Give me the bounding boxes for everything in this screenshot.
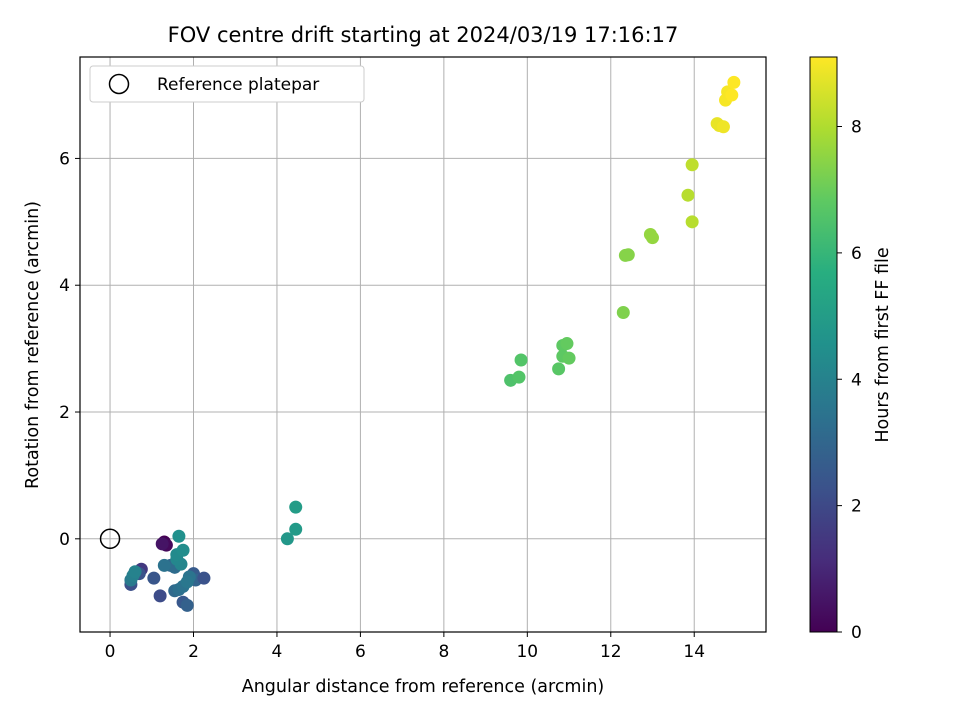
reference-point-marker bbox=[99, 528, 121, 550]
legend-label-reference: Reference platepar bbox=[157, 75, 319, 95]
data-point bbox=[153, 589, 167, 603]
colorbar-ticks: 0 2 4 6 8 bbox=[837, 118, 862, 643]
plot-frame bbox=[79, 56, 767, 633]
colorbar-tick-label: 6 bbox=[851, 244, 862, 264]
data-point bbox=[685, 215, 699, 229]
data-points bbox=[99, 75, 741, 612]
y-tick-label: 2 bbox=[59, 403, 70, 423]
colorbar: 0 2 4 6 8 Hours from first FF file bbox=[809, 56, 893, 643]
data-point bbox=[180, 598, 194, 612]
data-point bbox=[685, 158, 699, 172]
data-point bbox=[727, 75, 741, 89]
x-axis-ticks: 0 2 4 6 8 10 12 14 bbox=[105, 632, 705, 662]
data-point bbox=[176, 543, 190, 557]
data-point bbox=[157, 558, 171, 572]
colorbar-tick-label: 0 bbox=[851, 623, 862, 643]
x-tick-label: 10 bbox=[516, 642, 538, 662]
data-point bbox=[289, 522, 303, 536]
x-tick-label: 6 bbox=[355, 642, 366, 662]
colorbar-label: Hours from first FF file bbox=[873, 247, 893, 442]
data-point bbox=[621, 248, 635, 262]
data-point bbox=[289, 500, 303, 514]
data-point bbox=[681, 188, 695, 202]
colorbar-tick-label: 8 bbox=[851, 118, 862, 138]
data-point bbox=[128, 565, 142, 579]
x-tick-label: 0 bbox=[105, 642, 116, 662]
colorbar-gradient bbox=[809, 56, 838, 633]
x-tick-label: 12 bbox=[600, 642, 622, 662]
data-point bbox=[716, 120, 730, 134]
data-point bbox=[646, 231, 660, 245]
data-point bbox=[616, 305, 630, 319]
y-tick-label: 4 bbox=[59, 276, 70, 296]
data-point bbox=[560, 337, 574, 351]
data-point bbox=[280, 532, 294, 546]
legend: Reference platepar bbox=[89, 65, 365, 103]
data-point bbox=[562, 351, 576, 365]
x-tick-label: 2 bbox=[188, 642, 199, 662]
x-tick-label: 14 bbox=[683, 642, 705, 662]
y-tick-label: 6 bbox=[59, 149, 70, 169]
data-point bbox=[552, 362, 566, 376]
data-point bbox=[512, 370, 526, 384]
data-point bbox=[147, 571, 161, 585]
y-tick-label: 0 bbox=[59, 530, 70, 550]
chart-title: FOV centre drift starting at 2024/03/19 … bbox=[168, 23, 679, 47]
legend-marker-reference bbox=[108, 73, 130, 95]
data-point bbox=[155, 537, 169, 551]
data-point bbox=[172, 529, 186, 543]
x-tick-label: 8 bbox=[438, 642, 449, 662]
data-point bbox=[180, 575, 194, 589]
y-axis-label: Rotation from reference (arcmin) bbox=[23, 201, 43, 489]
data-point bbox=[725, 88, 739, 102]
y-axis-ticks: 0 2 4 6 bbox=[59, 149, 80, 550]
x-axis-label: Angular distance from reference (arcmin) bbox=[242, 677, 605, 697]
colorbar-tick-label: 2 bbox=[851, 497, 862, 517]
data-point bbox=[514, 353, 528, 367]
data-point bbox=[197, 571, 211, 585]
legend-box bbox=[89, 65, 365, 103]
grid bbox=[80, 57, 766, 632]
colorbar-tick-label: 4 bbox=[851, 370, 862, 390]
x-tick-label: 4 bbox=[272, 642, 283, 662]
